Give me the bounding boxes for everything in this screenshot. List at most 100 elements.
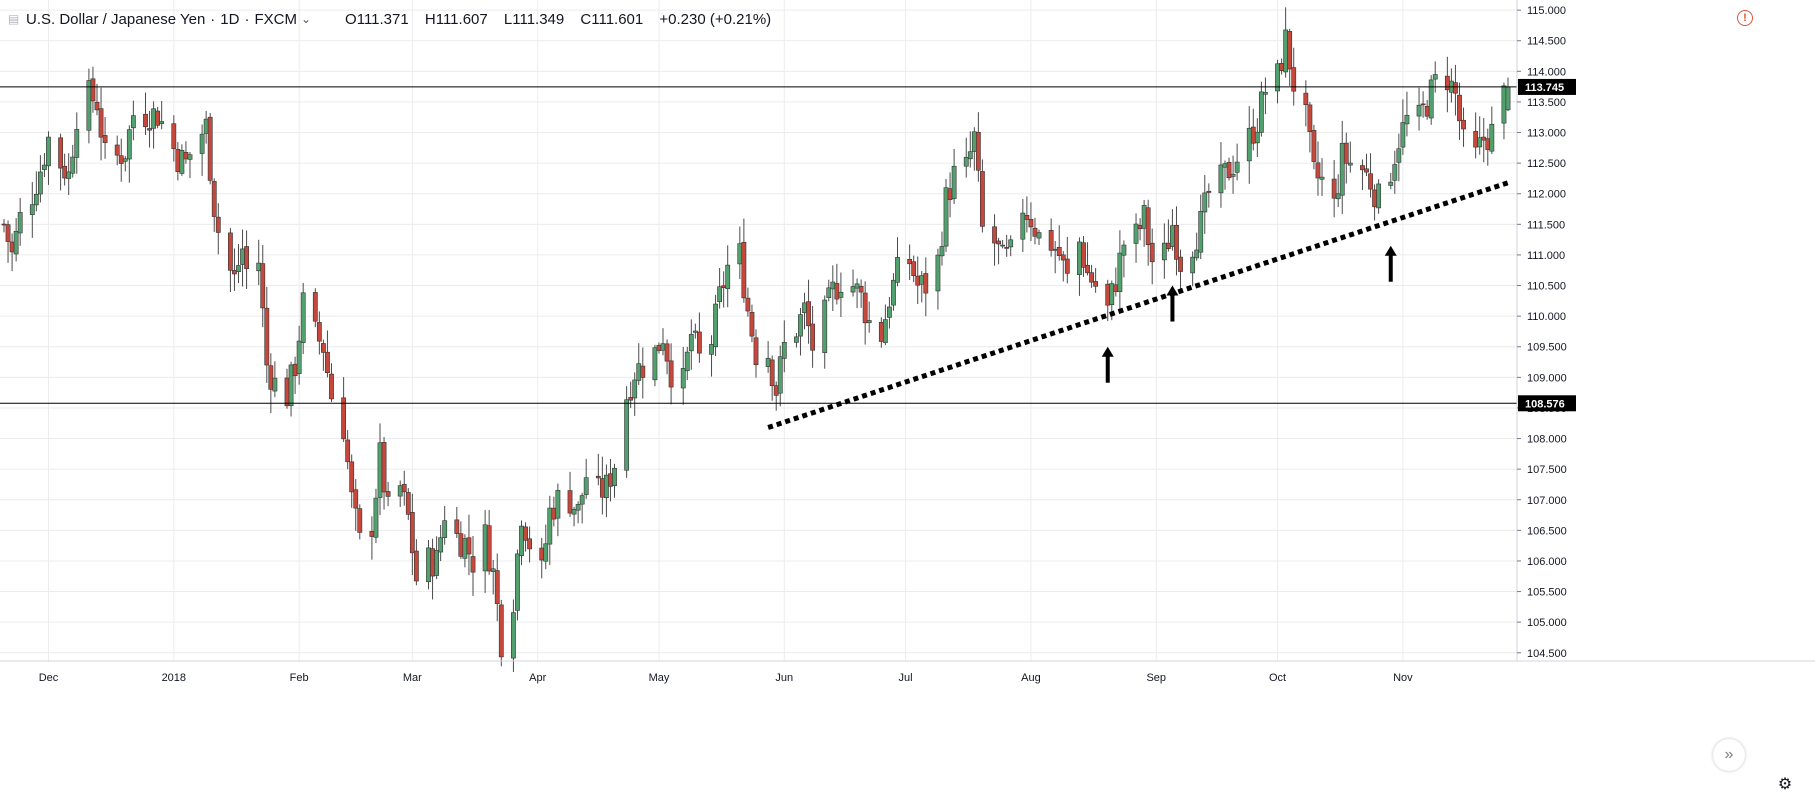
candle-body [260, 263, 266, 309]
candle-body [1141, 205, 1147, 229]
candle-body [1246, 127, 1252, 162]
gear-icon[interactable]: ⚙ [1777, 776, 1793, 793]
price-tick-label: 114.500 [1527, 36, 1566, 48]
candle-up [1161, 223, 1167, 279]
candle-up [604, 464, 609, 518]
candle-body [1056, 246, 1062, 256]
candle-body [1060, 254, 1066, 261]
candle-body [943, 187, 949, 247]
candle-up [1020, 198, 1026, 253]
candle-body [1052, 248, 1058, 251]
price-tick-label: 112.500 [1527, 158, 1566, 170]
candle-down [470, 536, 476, 596]
candle-body [696, 331, 702, 354]
candle-up [13, 218, 19, 262]
candle-body [1089, 272, 1094, 283]
candle-down [656, 342, 662, 354]
candle-body [1481, 136, 1487, 141]
candle-body [9, 241, 15, 253]
candle-body [1428, 79, 1434, 119]
candle-down [264, 286, 270, 383]
time-tick-label: Jul [899, 672, 913, 684]
chevron-down-icon[interactable]: ⌄ [300, 12, 312, 26]
candle-body [595, 475, 601, 479]
alert-circle-icon[interactable]: ! [1737, 10, 1753, 26]
candle-down [1444, 56, 1450, 113]
candle-body [1477, 137, 1483, 148]
candle-body [1343, 142, 1349, 164]
candle-body [1420, 103, 1426, 106]
candle-up [1258, 81, 1264, 137]
candle-body [628, 397, 634, 401]
candle-body [567, 490, 573, 514]
candle-body [765, 357, 771, 367]
candle-up [1194, 232, 1200, 261]
candle-up [1254, 118, 1260, 158]
candle-down [773, 381, 779, 411]
candle-down [1457, 82, 1462, 140]
candle-body [608, 473, 613, 487]
candle-down [975, 112, 981, 182]
scroll-to-realtime-button[interactable]: » [1713, 739, 1745, 771]
candle-down [385, 481, 391, 507]
candle-body [1505, 86, 1511, 111]
candle-body [1303, 92, 1309, 106]
candle-body [1263, 92, 1268, 95]
candle-down [911, 255, 917, 283]
candle-body [1388, 181, 1394, 186]
candle-up [1489, 106, 1495, 155]
candle-up [373, 488, 379, 544]
candle-down [353, 479, 359, 531]
candle-body [519, 525, 524, 556]
candle-body [284, 377, 290, 407]
candle-body [171, 123, 177, 149]
candle-up [519, 520, 524, 566]
candle-down [745, 287, 751, 317]
price-tick-label: 113.000 [1527, 128, 1566, 140]
candle-body [175, 149, 181, 172]
candle-down [114, 135, 120, 166]
candle-down [992, 214, 997, 266]
candle-down [753, 329, 759, 378]
candle-down [980, 159, 985, 233]
candle-up [802, 292, 807, 330]
candle-down [401, 470, 407, 506]
candle-up [426, 540, 431, 590]
candle-up [555, 483, 561, 537]
candle-up [1133, 213, 1139, 263]
candle-down [232, 248, 237, 291]
candle-body [975, 131, 981, 171]
candle-body [1085, 265, 1090, 274]
candle-body [1335, 193, 1341, 200]
candle-body [939, 246, 945, 257]
up-arrow-marker [1101, 346, 1114, 383]
candle-body [102, 135, 108, 143]
candle-up [1448, 68, 1454, 103]
price-tick-label: 105.500 [1527, 587, 1567, 599]
candle-down [1473, 112, 1479, 159]
candle-down [608, 458, 613, 502]
interval-label[interactable]: 1D [220, 10, 240, 28]
candle-up [1335, 174, 1341, 208]
candle-down [1360, 159, 1365, 191]
candle-body [490, 568, 496, 572]
candle-down [320, 339, 326, 371]
candle-body [1250, 126, 1256, 144]
candle-body [1461, 119, 1466, 130]
candle-body [858, 285, 864, 293]
bars-style-icon[interactable]: ▤ [8, 12, 20, 26]
candle-up [1432, 61, 1438, 93]
time-tick-label: Mar [403, 672, 422, 684]
candle-body [656, 344, 662, 351]
candle-up [462, 534, 468, 568]
candle-body [1501, 85, 1507, 124]
candle-up [46, 131, 51, 185]
candle-down [1089, 264, 1094, 288]
candle-body [1368, 173, 1373, 190]
candle-body [777, 356, 783, 394]
candle-body [915, 275, 921, 286]
candle-down [1331, 160, 1337, 218]
symbol-name[interactable]: U.S. Dollar / Japanese Yen [26, 10, 206, 28]
close-value: C111.601 [580, 10, 644, 28]
